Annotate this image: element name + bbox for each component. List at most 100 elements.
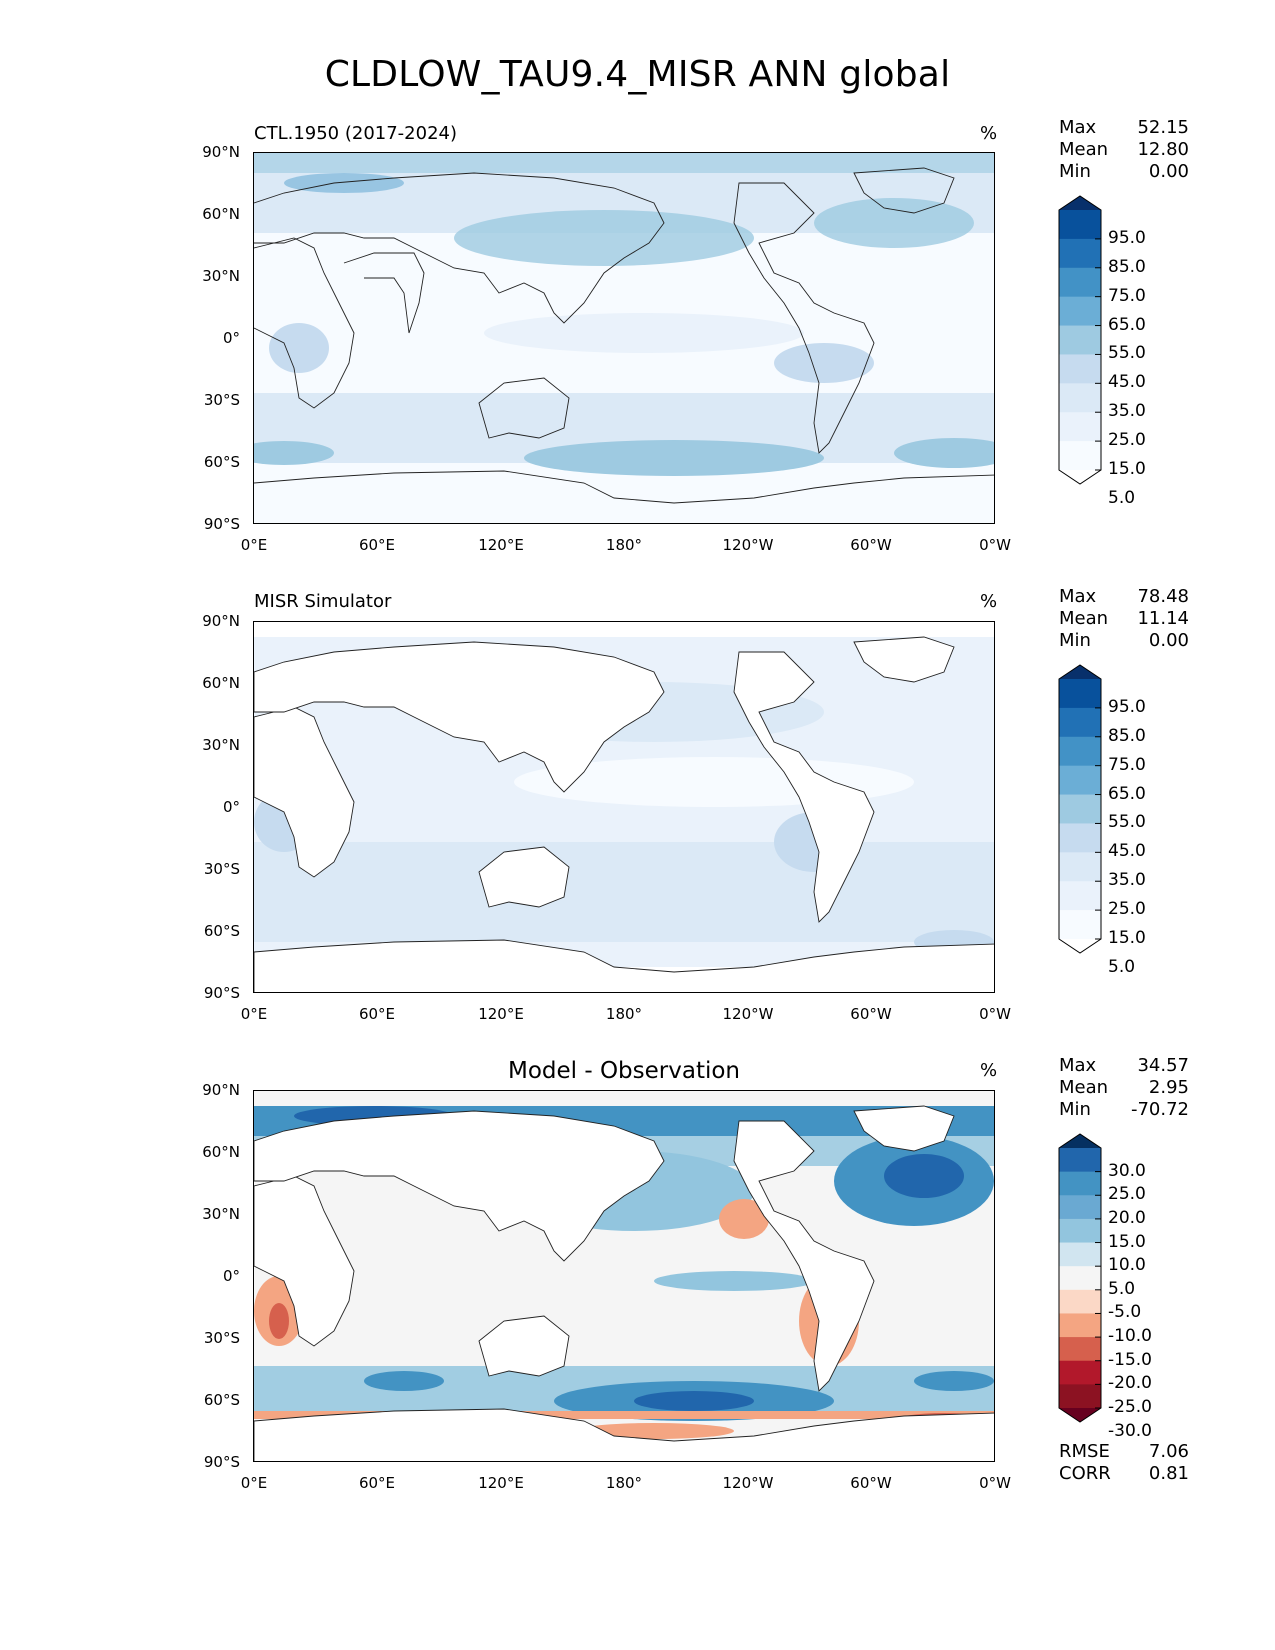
colorbar-tick-label: 25.0 [1108, 430, 1146, 451]
panel-2-map [253, 621, 995, 993]
colorbar-tick-label: -20.0 [1108, 1373, 1152, 1394]
p2-lat-tick-6: 90°S [203, 984, 240, 1002]
stat-label: Min [1059, 1099, 1091, 1120]
panel-1-map [253, 152, 995, 524]
p3-lon-tick-1: 60°E [358, 1474, 396, 1492]
stat-label: RMSE [1059, 1441, 1110, 1462]
p1-lon-tick-4: 120°W [722, 536, 774, 554]
colorbar-segment [1059, 383, 1101, 413]
p2-lat-tick-5: 60°S [203, 922, 240, 940]
colorbar-segment [1059, 1337, 1101, 1362]
stat-value: 2.95 [1148, 1077, 1189, 1098]
colorbar-bottom-extend [1059, 1408, 1101, 1422]
colorbar-segment [1059, 852, 1101, 882]
p1-lon-tick-2: 120°E [478, 536, 524, 554]
colorbar-segment [1059, 1242, 1101, 1267]
colorbar-tick-label: -5.0 [1108, 1302, 1142, 1323]
colorbar-segment [1059, 1360, 1101, 1385]
panel-1-colorbar: 95.0 85.0 75.0 65.0 55.0 45.0 35.0 25.0 15.0 5.0 [1058, 195, 1146, 508]
colorbar-tick-label: 95.0 [1108, 227, 1146, 248]
colorbar-segment [1059, 1195, 1101, 1220]
colorbar-bottom-extend [1059, 939, 1101, 953]
colorbar-tick-label: 85.0 [1108, 256, 1146, 277]
colorbar-tick-label: 10.0 [1108, 1255, 1146, 1276]
stat-label: Min [1059, 630, 1091, 651]
colorbar-segment [1059, 736, 1101, 767]
p2-lon-tick-3: 180° [605, 1005, 643, 1023]
colorbar-tick-label: 25.0 [1108, 899, 1146, 920]
colorbar-segment [1059, 1171, 1101, 1196]
colorbar-tick-label: 15.0 [1108, 928, 1146, 948]
colorbar-segment [1059, 910, 1101, 940]
p1-lon-tick-0: 0°E [240, 536, 268, 554]
figure-title: CLDLOW_TAU9.4_MISR ANN global [324, 54, 951, 95]
p3-lat-tick-5: 60°S [203, 1391, 240, 1409]
p1-lat-tick-5: 60°S [203, 453, 240, 471]
colorbar-tick-label: -25.0 [1108, 1397, 1152, 1417]
panel-1-stats: Max 52.15 Mean 12.80 Min 0.00 [1059, 117, 1189, 183]
colorbar-tick-label: -15.0 [1108, 1349, 1152, 1370]
p3-lat-tick-3: 0° [222, 1267, 240, 1285]
p1-lat-tick-4: 30°S [203, 391, 240, 409]
stat-value: 0.81 [1148, 1463, 1189, 1484]
stat-value: 11.14 [1137, 608, 1189, 629]
colorbar-svg [1058, 195, 1102, 500]
p1-lon-tick-3: 180° [605, 536, 643, 554]
colorbar-segment [1059, 1384, 1101, 1409]
colorbar-tick-label: 45.0 [1108, 841, 1146, 862]
p2-lon-tick-4: 120°W [722, 1005, 774, 1023]
colorbar-segment [1059, 823, 1101, 853]
colorbar-top-extend [1059, 196, 1101, 210]
p1-lat-tick-0: 90°N [202, 143, 240, 161]
colorbar-svg [1058, 664, 1102, 969]
stat-value: 12.80 [1137, 139, 1189, 160]
colorbar-tick-label: 65.0 [1108, 783, 1146, 804]
colorbar-segment [1059, 325, 1101, 355]
p2-lon-tick-1: 60°E [358, 1005, 396, 1023]
colorbar-segment [1059, 794, 1101, 824]
p3-lat-tick-2: 30°N [202, 1205, 240, 1223]
p1-lat-tick-2: 30°N [202, 267, 240, 285]
stat-label: Mean [1059, 608, 1109, 629]
colorbar-tick-label: 35.0 [1108, 870, 1146, 891]
colorbar-tick-label: 75.0 [1108, 285, 1146, 306]
colorbar-tick-label: 20.0 [1108, 1207, 1146, 1228]
p3-lon-tick-6: 0°W [979, 1474, 1011, 1492]
p3-lat-tick-6: 90°S [203, 1453, 240, 1471]
colorbar-segment [1059, 354, 1101, 384]
panel-3-unit: % [980, 1060, 998, 1081]
stat-value: -70.72 [1130, 1099, 1189, 1120]
colorbar-segment [1059, 1313, 1101, 1338]
colorbar-tick-label: 5.0 [1108, 1278, 1136, 1299]
stat-value: 7.06 [1148, 1441, 1189, 1462]
p2-lon-tick-5: 60°W [850, 1005, 892, 1023]
colorbar-tick-label: 5.0 [1108, 487, 1136, 508]
colorbar-segment [1059, 441, 1101, 471]
colorbar-segment [1059, 1148, 1101, 1173]
p2-lat-tick-1: 60°N [202, 674, 240, 692]
p3-lon-tick-2: 120°E [478, 1474, 524, 1492]
colorbar-segment [1059, 267, 1101, 298]
p3-lat-tick-0: 90°N [202, 1081, 240, 1099]
stat-value: 0.00 [1148, 630, 1189, 651]
colorbar-svg [1058, 1133, 1102, 1433]
stat-label: Mean [1059, 139, 1109, 160]
panel-2-map-svg [254, 622, 994, 992]
p2-lon-tick-2: 120°E [478, 1005, 524, 1023]
panel-3-title: Model - Observation [507, 1058, 741, 1084]
panel-2-stats: Max 78.48 Mean 11.14 Min 0.00 [1059, 586, 1189, 652]
p2-lat-tick-2: 30°N [202, 736, 240, 754]
p3-lon-tick-4: 120°W [722, 1474, 774, 1492]
panel-3-map [253, 1090, 995, 1462]
p1-lat-tick-6: 90°S [203, 515, 240, 533]
stat-value: 78.48 [1137, 586, 1189, 607]
stat-label: CORR [1059, 1463, 1111, 1484]
stat-label: Max [1059, 117, 1097, 138]
p1-lon-tick-5: 60°W [850, 536, 892, 554]
colorbar-tick-label: 15.0 [1108, 459, 1146, 479]
p3-lon-tick-5: 60°W [850, 1474, 892, 1492]
colorbar-segment [1059, 765, 1101, 796]
colorbar-tick-label: 25.0 [1108, 1184, 1146, 1205]
panel-1-unit: % [980, 123, 998, 144]
colorbar-tick-label: 45.0 [1108, 372, 1146, 393]
